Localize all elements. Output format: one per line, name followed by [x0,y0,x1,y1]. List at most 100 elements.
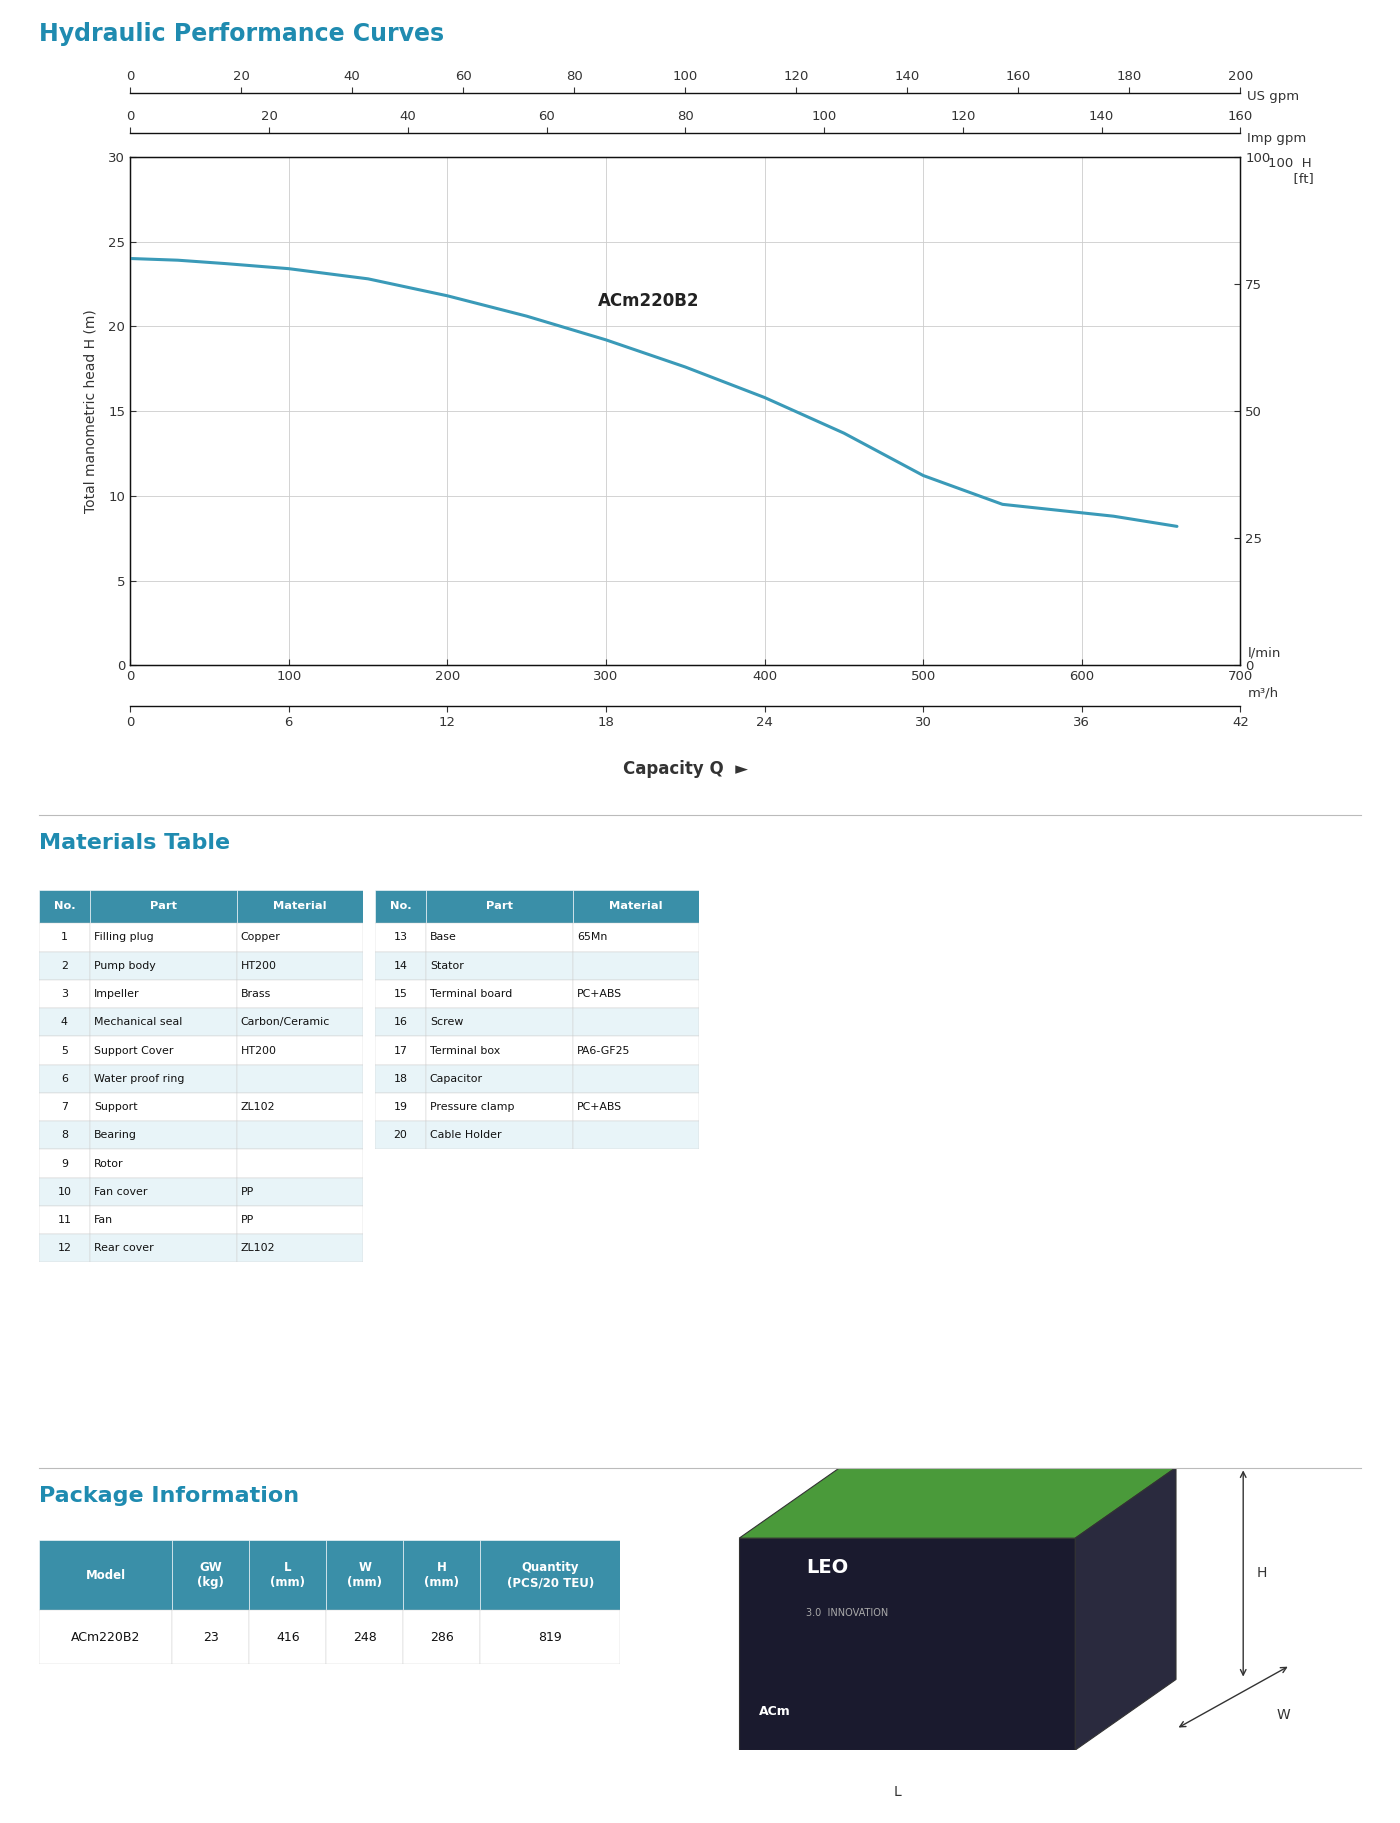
Bar [480,1610,620,1664]
Bar [90,1234,237,1262]
Text: Capacitor: Capacitor [430,1074,483,1083]
Text: 7: 7 [62,1103,67,1112]
Bar [172,1540,249,1610]
Bar [403,1540,480,1610]
Text: Water proof ring: Water proof ring [94,1074,185,1083]
Text: Mechanical seal: Mechanical seal [94,1017,182,1026]
Bar [237,922,363,952]
Text: PC+ABS: PC+ABS [577,1103,622,1112]
Bar [90,1008,237,1035]
Bar [39,1178,90,1207]
Bar [237,890,363,922]
Bar [90,981,237,1008]
Text: ACm220B2: ACm220B2 [71,1630,140,1644]
Bar [326,1540,403,1610]
Text: 248: 248 [353,1630,377,1644]
Bar [426,952,573,981]
Bar [237,1092,363,1121]
Bar [426,890,573,922]
Text: Model: Model [85,1568,126,1582]
Text: US gpm: US gpm [1247,89,1299,104]
Text: Capacity Q  ►: Capacity Q ► [623,760,748,778]
Text: Quantity
(PCS/20 TEU): Quantity (PCS/20 TEU) [507,1560,594,1590]
Text: ACm220B2: ACm220B2 [598,292,700,310]
Text: Imp gpm: Imp gpm [1247,131,1306,146]
Text: PP: PP [241,1216,253,1225]
Polygon shape [739,1539,1075,1750]
Bar [90,1121,237,1150]
Bar [573,1035,699,1065]
Bar [39,922,90,952]
Text: Terminal board: Terminal board [430,990,512,999]
Bar [90,1092,237,1121]
Bar [237,1178,363,1207]
Bar [573,1092,699,1121]
Text: W: W [1277,1708,1291,1721]
Text: H
(mm): H (mm) [424,1560,459,1590]
Text: Screw: Screw [430,1017,463,1026]
Text: W
(mm): W (mm) [347,1560,382,1590]
Text: 13: 13 [393,933,407,942]
Bar [237,1150,363,1178]
Text: H: H [1257,1566,1267,1581]
Bar [237,1065,363,1092]
Text: Impeller: Impeller [94,990,140,999]
Bar [39,1207,90,1234]
Text: Package Information: Package Information [39,1486,300,1506]
Text: 20: 20 [393,1130,407,1139]
Text: Bearing: Bearing [94,1130,137,1139]
Text: 65Mn: 65Mn [577,933,608,942]
Text: Copper: Copper [241,933,280,942]
Text: 11: 11 [57,1216,71,1225]
Text: ACm: ACm [759,1705,791,1717]
Bar [39,1150,90,1178]
Text: 12: 12 [57,1243,71,1252]
Text: 3.0  INNOVATION: 3.0 INNOVATION [806,1608,889,1617]
Text: Rear cover: Rear cover [94,1243,154,1252]
Bar [426,1008,573,1035]
Bar [249,1610,326,1664]
Text: Materials Table: Materials Table [39,833,231,853]
Text: Base: Base [430,933,456,942]
Text: Fan cover: Fan cover [94,1187,147,1196]
Text: 17: 17 [393,1046,407,1056]
Bar [573,1008,699,1035]
Bar [375,1092,426,1121]
Text: l/min: l/min [1247,647,1281,660]
Bar [237,1008,363,1035]
Text: Filling plug: Filling plug [94,933,154,942]
Text: No.: No. [53,902,76,912]
Bar [375,1035,426,1065]
Text: 14: 14 [393,961,407,970]
Text: Cable Holder: Cable Holder [430,1130,501,1139]
Text: 9: 9 [62,1159,67,1169]
Bar [39,1065,90,1092]
Bar [375,981,426,1008]
Polygon shape [1075,1468,1176,1750]
Bar [237,981,363,1008]
Bar [237,1121,363,1150]
Bar [573,952,699,981]
Text: HT200: HT200 [241,961,277,970]
Y-axis label: Total manometric head H (m): Total manometric head H (m) [83,310,97,512]
Text: HT200: HT200 [241,1046,277,1056]
Text: 2: 2 [62,961,67,970]
Text: L
(mm): L (mm) [270,1560,305,1590]
Bar [426,1092,573,1121]
Text: No.: No. [389,902,412,912]
Bar [90,1150,237,1178]
Text: Terminal box: Terminal box [430,1046,500,1056]
Bar [39,952,90,981]
Text: PA6-GF25: PA6-GF25 [577,1046,630,1056]
Bar [573,1121,699,1148]
Bar [426,922,573,952]
Bar [90,1207,237,1234]
Bar [39,981,90,1008]
Text: L: L [893,1785,902,1799]
Bar [573,922,699,952]
Text: Hydraulic Performance Curves: Hydraulic Performance Curves [39,22,444,46]
Text: Carbon/Ceramic: Carbon/Ceramic [241,1017,330,1026]
Bar [90,952,237,981]
Bar [375,1008,426,1035]
Text: PC+ABS: PC+ABS [577,990,622,999]
